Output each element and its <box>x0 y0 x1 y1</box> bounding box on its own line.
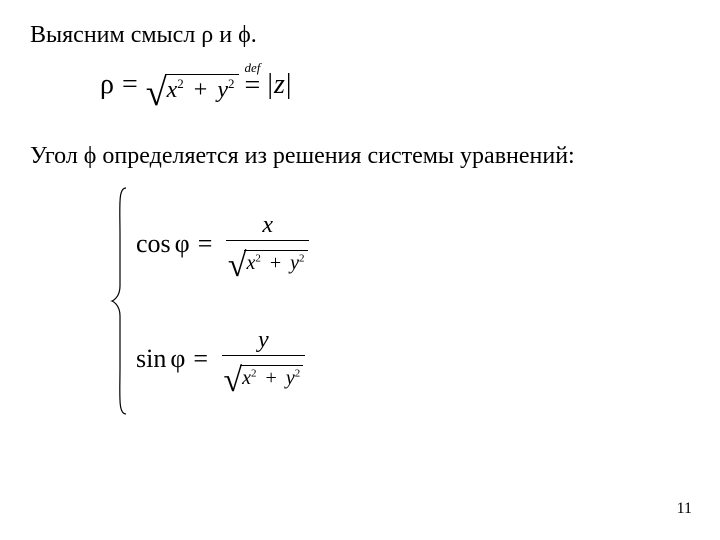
exp-2: 2 <box>177 76 184 91</box>
modulus-z: | z | <box>266 69 292 101</box>
equals-sign: = <box>193 344 208 374</box>
exp-2: 2 <box>228 76 235 91</box>
exp-2: 2 <box>251 367 257 379</box>
symbol-rho: ρ <box>100 69 114 101</box>
radicand: x2 + y2 <box>240 365 303 390</box>
equals-sign: = <box>122 69 138 101</box>
var-x: x <box>242 367 251 389</box>
plus-sign: + <box>270 252 281 274</box>
fraction-y-over-root: y √ x2 + y2 <box>222 327 305 390</box>
numerator-x: x <box>226 212 309 238</box>
equation-rho-def: ρ = √ x2 + y2 def = | z | <box>100 65 690 125</box>
var-y: y <box>286 367 295 389</box>
fraction-x-over-root: x √ x2 + y2 <box>226 212 309 275</box>
arg-phi: φ <box>170 344 185 374</box>
numerator-y: y <box>222 327 305 353</box>
var-y: y <box>217 77 228 103</box>
def-equals: def = <box>245 61 261 100</box>
arg-phi: φ <box>175 229 190 259</box>
plus-sign: + <box>266 367 277 389</box>
radicand: x2 + y2 <box>244 250 307 275</box>
sqrt-x2-plus-y2: √ x2 + y2 <box>146 65 239 103</box>
system-body: cos φ = x √ x2 + y2 <box>130 186 309 416</box>
equals-sign: = <box>198 229 213 259</box>
radical-sign: √ <box>228 249 247 283</box>
denominator-sqrt: √ x2 + y2 <box>223 357 303 391</box>
fraction-bar <box>222 355 305 356</box>
exp-2: 2 <box>299 252 305 264</box>
func-sin: sin <box>136 344 166 374</box>
var-x: x <box>167 77 178 103</box>
left-brace-icon <box>110 186 130 416</box>
radicand: x2 + y2 <box>165 74 239 103</box>
fraction-bar <box>226 240 309 241</box>
intro-text: Выясним смысл ρ и ϕ. <box>30 20 690 51</box>
denominator-sqrt: √ x2 + y2 <box>228 242 308 276</box>
var-y: y <box>290 252 299 274</box>
var-z: z <box>274 69 285 101</box>
abs-bar-right: | <box>286 69 292 101</box>
eq-sin-phi: sin φ = y √ x2 + y2 <box>136 327 309 390</box>
eq-cos-phi: cos φ = x √ x2 + y2 <box>136 212 309 275</box>
equation-system: cos φ = x √ x2 + y2 <box>110 186 690 416</box>
radical-sign: √ <box>146 74 167 112</box>
angle-text: Угол ϕ определяется из решения системы у… <box>30 141 690 172</box>
func-cos: cos <box>136 229 171 259</box>
slide-body: Выясним смысл ρ и ϕ. ρ = √ x2 + y2 def =… <box>0 0 720 540</box>
plus-sign: + <box>194 77 208 103</box>
exp-2: 2 <box>295 367 301 379</box>
abs-bar-left: | <box>267 69 273 101</box>
equals-under-def: = <box>245 72 261 100</box>
page-number: 11 <box>677 500 692 518</box>
exp-2: 2 <box>255 252 261 264</box>
radical-sign: √ <box>223 364 242 398</box>
